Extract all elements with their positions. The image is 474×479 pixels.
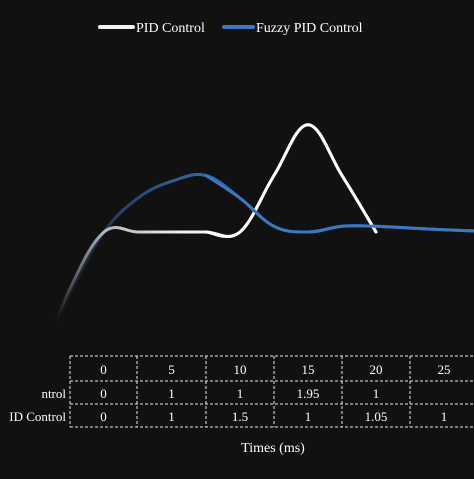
table-cell: 1.05: [365, 409, 388, 424]
table-cell: 1: [373, 386, 380, 401]
table-header-cell: 20: [370, 362, 383, 377]
legend: PID Control Fuzzy PID Control: [98, 21, 363, 36]
table-header-cell: 10: [234, 362, 247, 377]
table-row-label: ID Control: [9, 409, 66, 424]
table-cell: 1: [441, 409, 448, 424]
series-line-pid: [34, 123, 378, 375]
table-cell: 0: [100, 409, 107, 424]
table-cell: 1.95: [297, 386, 320, 401]
table-cell: 1: [168, 386, 175, 401]
table-header-cell: 15: [302, 362, 315, 377]
table-header-cell: 5: [168, 362, 175, 377]
table-cell: 1: [305, 409, 312, 424]
series-line-pid-solid: [204, 123, 378, 238]
table-cell: 1: [237, 386, 244, 401]
legend-label-fuzzy: Fuzzy PID Control: [256, 21, 363, 36]
series-line-fuzzy-solid: [204, 174, 474, 234]
table-cell: 0: [100, 386, 107, 401]
table-header-cell: 0: [100, 362, 107, 377]
table-cell: 1.5: [232, 409, 248, 424]
table-row-label: ntrol: [41, 386, 66, 401]
table-header-cell: 25: [438, 362, 451, 377]
series-line-fuzzy: [34, 173, 474, 375]
x-axis-title: Times (ms): [241, 441, 305, 456]
table-cell: 1: [168, 409, 175, 424]
data-table: 0 5 10 15 20 25 ntrol 0 1 1 1.95 1 ID Control 0 1 1.5 1 1…: [9, 355, 474, 428]
legend-label-pid: PID Control: [136, 21, 205, 36]
plot-area: [34, 123, 474, 375]
